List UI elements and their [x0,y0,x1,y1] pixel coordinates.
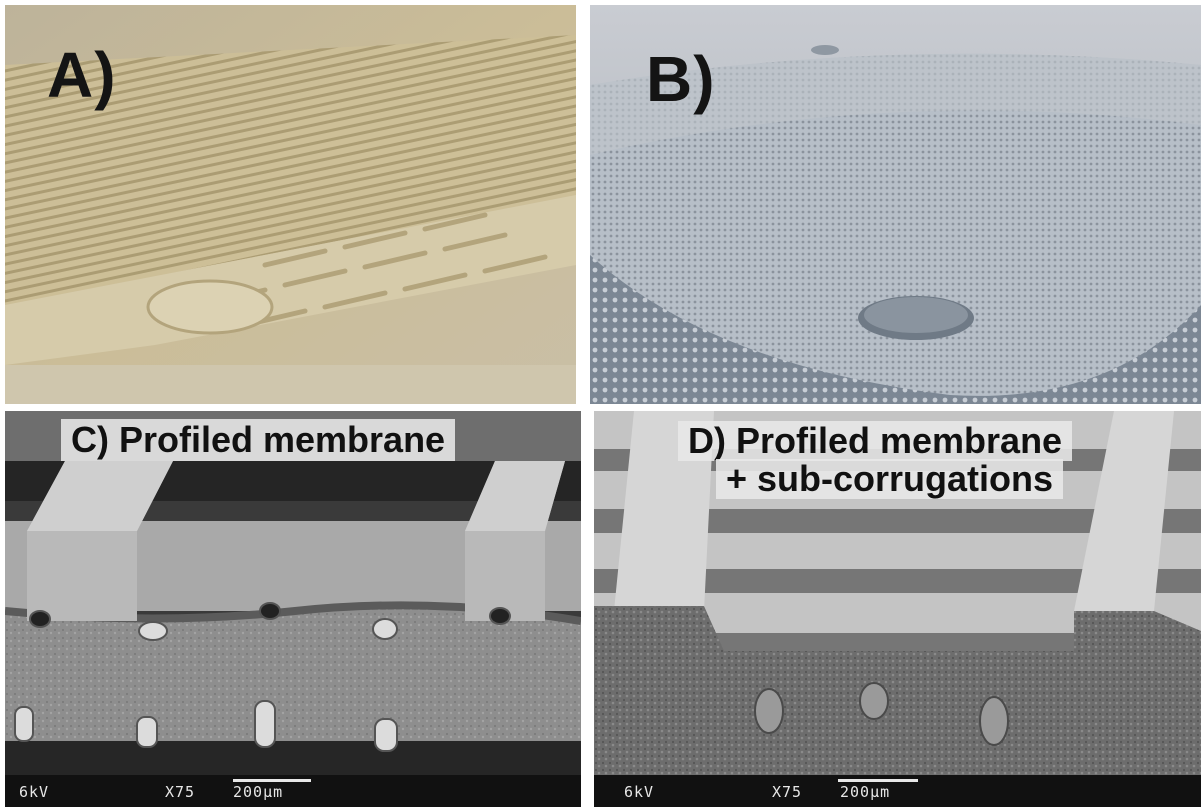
panel-c-caption: C) Profiled membrane [61,419,456,461]
panel-b-image [590,5,1201,404]
panel-d-scale-label: 200µm [840,783,891,801]
panel-c-voltage: 6kV [19,783,50,801]
panel-c-scale-label: 200µm [233,783,284,801]
panel-c-scale-bar [233,779,311,782]
panel-b-label: B) [646,43,716,115]
panel-d-caption-line2: + sub-corrugations [716,459,1064,499]
panel-d-voltage: 6kV [624,783,655,801]
panel-d-scale-bar [838,779,918,782]
panel-b-photo: B) [590,5,1201,404]
panel-d-magnification: X75 [772,783,803,801]
panel-d-caption-line1: D) Profiled membrane [678,421,1073,461]
panel-c-magnification: X75 [165,783,196,801]
panel-c-image [5,411,581,807]
panel-a-label: A) [47,39,117,111]
panel-c-sem: C) Profiled membrane 6kV X75 200µm [5,411,581,807]
panel-a-image [5,5,576,404]
panel-d-sem: D) Profiled membrane + sub-corrugations … [594,411,1201,807]
panel-a-photo: A) [5,5,576,404]
